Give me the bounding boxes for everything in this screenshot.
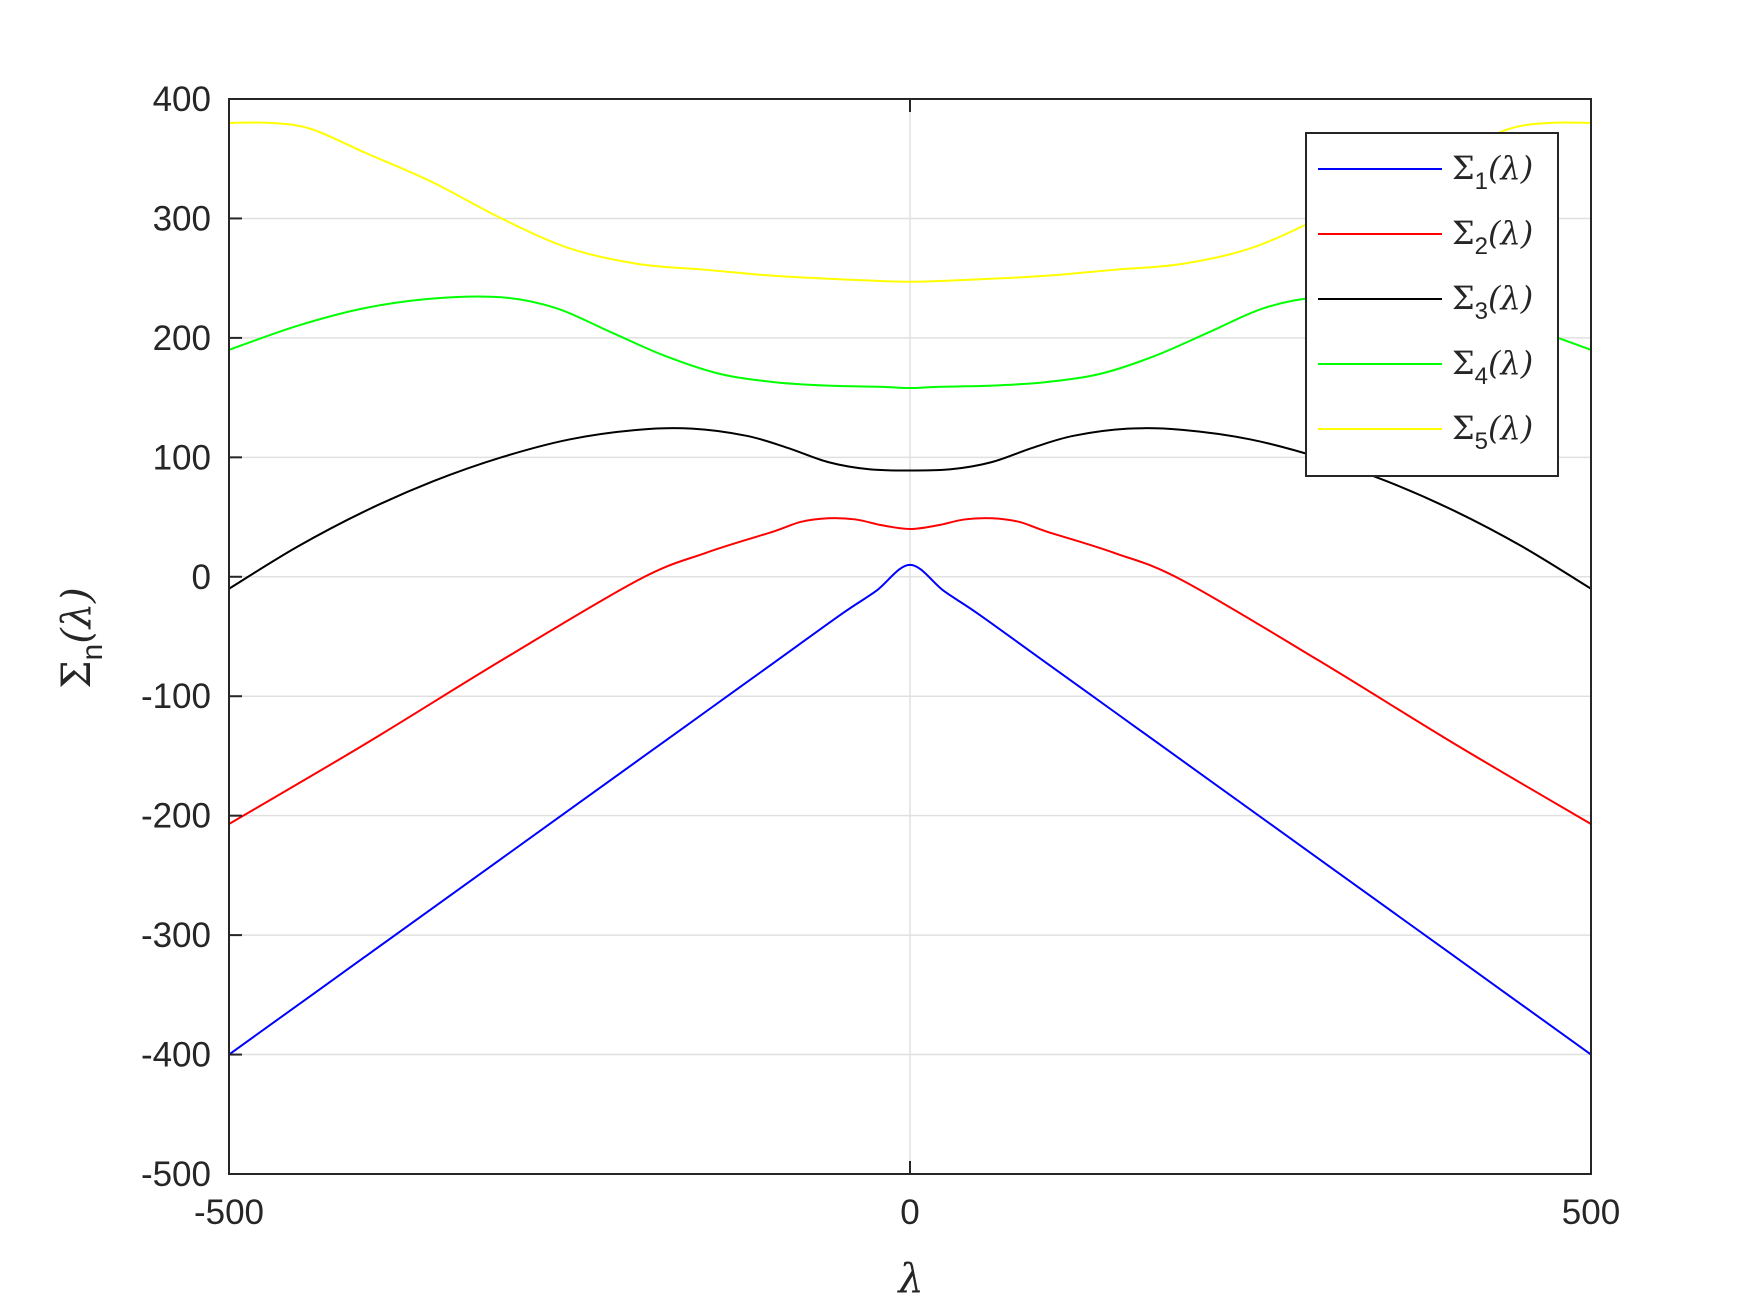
y-tick-label: -300 xyxy=(141,916,211,955)
x-tick-label: -500 xyxy=(194,1193,264,1232)
series-line-1 xyxy=(228,563,1592,1056)
legend-label: Σ5(λ) xyxy=(1452,409,1533,455)
legend-label: Σ2(λ) xyxy=(1452,214,1533,260)
y-tick-labels: -500 -400 -300 -200 -100 0 100 200 300 400 xyxy=(141,80,211,1194)
y-tick-label: -200 xyxy=(141,797,211,836)
legend-label: Σ4(λ) xyxy=(1452,344,1533,390)
y-tick-label: 200 xyxy=(153,319,211,358)
legend-item-5: Σ5(λ) xyxy=(1318,409,1533,455)
x-tick-labels: -500 0 500 xyxy=(194,1193,1620,1232)
y-axis-label-arg: (λ) xyxy=(54,587,100,644)
x-axis-label: λ xyxy=(896,1256,923,1302)
x-tick-label: 500 xyxy=(1562,1193,1620,1232)
legend-label: Σ1(λ) xyxy=(1452,149,1533,195)
ticks xyxy=(228,98,1592,1175)
y-axis-label-sub: n xyxy=(76,644,109,661)
y-tick-label: 100 xyxy=(153,438,211,477)
legend: Σ1(λ) Σ2(λ) Σ3(λ) Σ4(λ) Σ5(λ) xyxy=(1305,132,1559,477)
svg-text:Σn(λ): Σn(λ) xyxy=(54,587,109,689)
y-axis-label: Σn(λ) xyxy=(54,587,109,689)
legend-label: Σ3(λ) xyxy=(1452,279,1533,325)
series-lines xyxy=(228,121,1592,1056)
y-tick-label: -400 xyxy=(141,1036,211,1075)
y-tick-label: -100 xyxy=(141,677,211,716)
legend-item-2: Σ2(λ) xyxy=(1318,214,1533,260)
y-tick-label: 400 xyxy=(153,80,211,119)
legend-item-3: Σ3(λ) xyxy=(1318,279,1533,325)
y-axis-label-symbol: Σ xyxy=(54,660,100,688)
y-tick-label: -500 xyxy=(141,1155,211,1194)
legend-item-4: Σ4(λ) xyxy=(1318,344,1533,390)
y-tick-label: 300 xyxy=(153,199,211,238)
legend-box xyxy=(1305,132,1559,477)
series-line-2 xyxy=(228,517,1592,825)
legend-item-1: Σ1(λ) xyxy=(1318,149,1533,195)
y-tick-label: 0 xyxy=(192,558,211,597)
x-tick-label: 0 xyxy=(900,1193,919,1232)
